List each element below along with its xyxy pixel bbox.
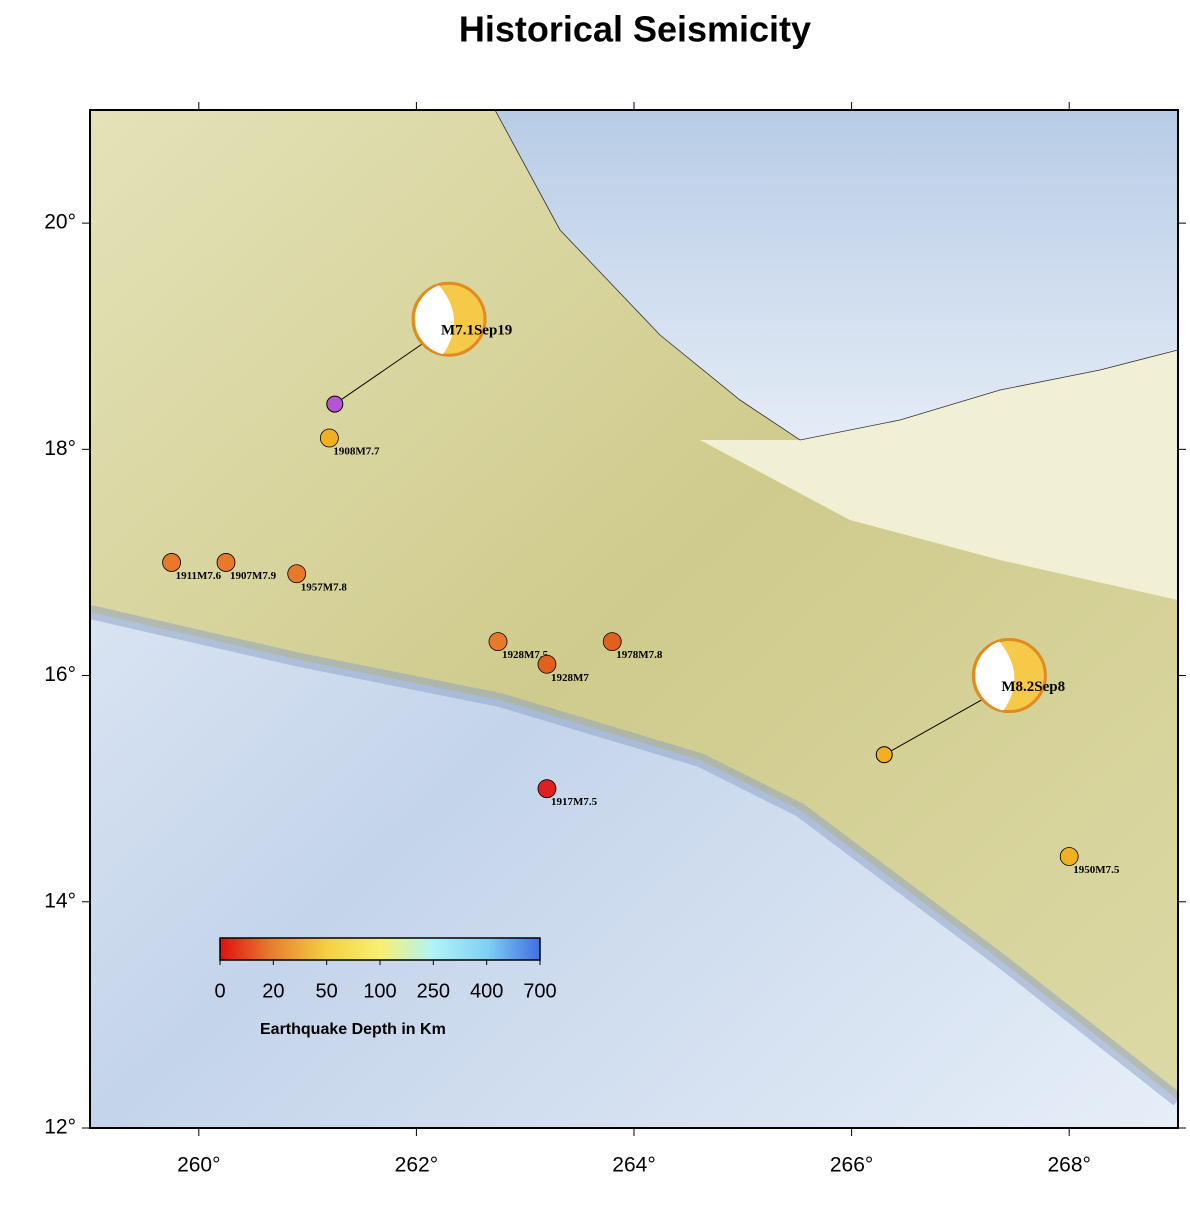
trench (90, 605, 1178, 1106)
event (326, 395, 344, 413)
colorbar-tick-label: 400 (470, 980, 503, 1002)
focal-mechanism-quadrant (975, 641, 1015, 711)
event-label: 1950M7.5 (1073, 864, 1120, 876)
leader-line (334, 338, 430, 405)
y-tick-label: 16° (44, 663, 76, 686)
event-label: 1928M7.5 (502, 649, 549, 661)
x-tick-label: 264° (612, 1154, 655, 1177)
yucatan-lowland (700, 350, 1178, 600)
leader-line (883, 695, 990, 756)
land (90, 110, 1178, 1100)
colorbar (219, 937, 541, 961)
event-label: 1917M7.5 (551, 796, 598, 808)
colorbar-label: Earthquake Depth in Km (260, 1021, 446, 1038)
x-tick-label: 266° (830, 1154, 873, 1177)
focal-mechanism-quadrant (415, 285, 455, 355)
event (537, 779, 557, 799)
y-tick-label: 12° (44, 1116, 76, 1139)
event-label: M7.1Sep19 (441, 323, 512, 339)
event (875, 746, 893, 764)
event-label: M8.2Sep8 (1001, 679, 1065, 695)
gulf-of-mexico (494, 110, 1178, 441)
event-label: 1907M7.9 (230, 570, 277, 582)
colorbar-tick-label: 100 (363, 980, 396, 1002)
y-tick-label: 14° (44, 889, 76, 912)
colorbar-tick-label: 250 (417, 980, 450, 1002)
event (488, 632, 508, 652)
basemap (90, 110, 1178, 1128)
x-tick-label: 262° (395, 1154, 438, 1177)
event (602, 632, 622, 652)
y-tick-label: 20° (44, 211, 76, 234)
title: Historical Seismicity (459, 9, 811, 50)
event (287, 564, 307, 584)
colorbar-tick-label: 0 (214, 980, 225, 1002)
event (162, 553, 182, 572)
event-label: 1957M7.8 (301, 581, 348, 593)
x-tick-label: 260° (177, 1154, 220, 1177)
event-label: 1911M7.6 (176, 570, 222, 582)
y-tick-label: 18° (44, 437, 76, 460)
event (537, 654, 557, 674)
event-label: 1928M7 (551, 672, 589, 684)
colorbar-tick-label: 20 (262, 980, 284, 1002)
event (216, 553, 236, 572)
colorbar-tick-label: 700 (523, 980, 556, 1002)
event-label: 1978M7.8 (616, 649, 663, 661)
event-label: 1908M7.7 (333, 446, 380, 458)
colorbar-tick-label: 50 (316, 980, 338, 1002)
x-tick-label: 268° (1047, 1154, 1090, 1177)
event (319, 428, 339, 448)
event (1059, 847, 1079, 866)
